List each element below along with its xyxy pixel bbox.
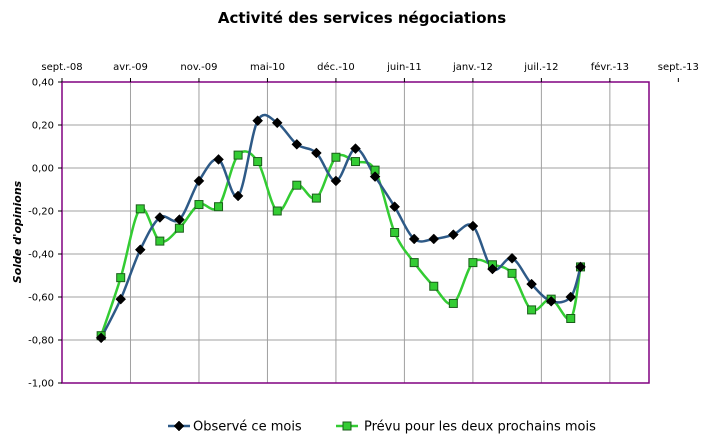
diamond-marker <box>369 171 381 182</box>
legend: Observé ce mois Prévu pour les deux proch… <box>168 420 596 435</box>
diamond-marker <box>526 278 537 290</box>
x-tick-label: avr.-09 <box>113 62 148 73</box>
square-marker <box>214 202 224 212</box>
square-marker <box>566 314 576 323</box>
x-tick-label: sept.-13 <box>658 62 699 73</box>
square-marker <box>527 305 537 315</box>
diamond-marker <box>408 233 420 245</box>
legend-diamond-marker <box>173 420 185 432</box>
diamond-marker <box>487 263 498 275</box>
diamond-marker <box>174 214 185 225</box>
diamond-marker <box>565 291 577 303</box>
square-marker <box>390 228 400 237</box>
x-tick-label: mai-10 <box>250 62 285 73</box>
y-tick-label: -0,80 <box>28 336 54 347</box>
diamond-marker <box>311 147 322 159</box>
diamond-marker <box>447 229 459 241</box>
legend-label: Prévu pour les deux prochains mois <box>364 420 596 435</box>
legend-entry: Prévu pour les deux prochains mois <box>336 420 596 435</box>
legend-label: Observé ce mois <box>193 420 302 435</box>
y-tick-label: 0,00 <box>32 164 54 175</box>
square-marker <box>272 206 282 216</box>
square-marker <box>331 152 341 162</box>
y-tick-label: -0,60 <box>28 293 54 304</box>
square-marker <box>351 157 360 167</box>
square-marker <box>448 298 458 308</box>
diamond-marker <box>271 117 283 129</box>
diamond-marker <box>545 295 557 307</box>
square-marker <box>194 200 204 210</box>
diamond-marker <box>291 138 303 150</box>
diamond-marker <box>154 212 166 223</box>
square-marker <box>311 193 321 203</box>
diamond-marker <box>428 233 440 245</box>
square-marker <box>468 258 478 268</box>
series-markers-observe <box>95 115 586 344</box>
y-axis-label: Solde d'opinions <box>11 180 24 283</box>
y-tick-labels: -1,00 -0,80 -0,60 -0,40 -0,20 0,00 0,20 0,40 <box>28 78 62 390</box>
square-marker <box>174 223 184 233</box>
diamond-marker <box>575 261 586 273</box>
diamond-marker <box>115 293 127 305</box>
series-observe <box>100 113 582 339</box>
y-tick-label: -0,40 <box>28 250 54 261</box>
series-line <box>100 113 582 339</box>
diamond-marker <box>467 220 479 232</box>
x-tick-label: juil.-12 <box>523 62 558 73</box>
y-tick-label: 0,40 <box>32 78 54 89</box>
square-marker <box>429 281 439 291</box>
diamond-marker <box>506 252 518 264</box>
y-tick-label: 0,20 <box>32 121 54 132</box>
x-tick-label: juin-11 <box>386 62 422 73</box>
diamond-marker <box>389 201 400 213</box>
legend-entry: Observé ce mois <box>168 420 302 435</box>
x-tick-label: nov.-09 <box>180 62 217 73</box>
diamond-marker <box>213 154 224 165</box>
y-tick-label: -1,00 <box>28 379 54 390</box>
y-tick-label: -0,20 <box>28 207 54 218</box>
square-marker <box>253 157 263 167</box>
series-layer <box>95 113 586 344</box>
plot-frame <box>61 81 650 384</box>
square-marker <box>116 273 126 283</box>
chart-title: Activité des services négociations <box>217 9 507 27</box>
x-tick-label: déc.-10 <box>317 61 355 73</box>
grid-layer <box>62 82 649 383</box>
legend-square-marker <box>342 421 352 431</box>
series-prevu <box>99 150 582 337</box>
square-marker <box>135 204 145 214</box>
diamond-marker <box>134 244 146 256</box>
series-markers-prevu <box>96 150 586 341</box>
diamond-marker <box>95 332 107 344</box>
x-tick-label: janv.-12 <box>452 62 493 73</box>
diamond-marker <box>193 175 205 187</box>
square-marker <box>292 180 302 190</box>
x-tick-label: sept.-08 <box>41 62 82 73</box>
diamond-marker <box>252 115 264 127</box>
square-marker <box>409 258 419 268</box>
square-marker <box>507 268 517 278</box>
diamond-marker <box>330 175 342 187</box>
square-marker <box>155 236 165 246</box>
series-line <box>99 150 582 337</box>
x-tick-label: févr.-13 <box>591 61 629 73</box>
diamond-marker <box>232 190 244 202</box>
square-marker <box>233 150 243 160</box>
x-tick-labels: sept.-08 avr.-09 nov.-09 mai-10 déc.-10 juin-… <box>41 61 699 82</box>
diamond-marker <box>350 143 361 155</box>
